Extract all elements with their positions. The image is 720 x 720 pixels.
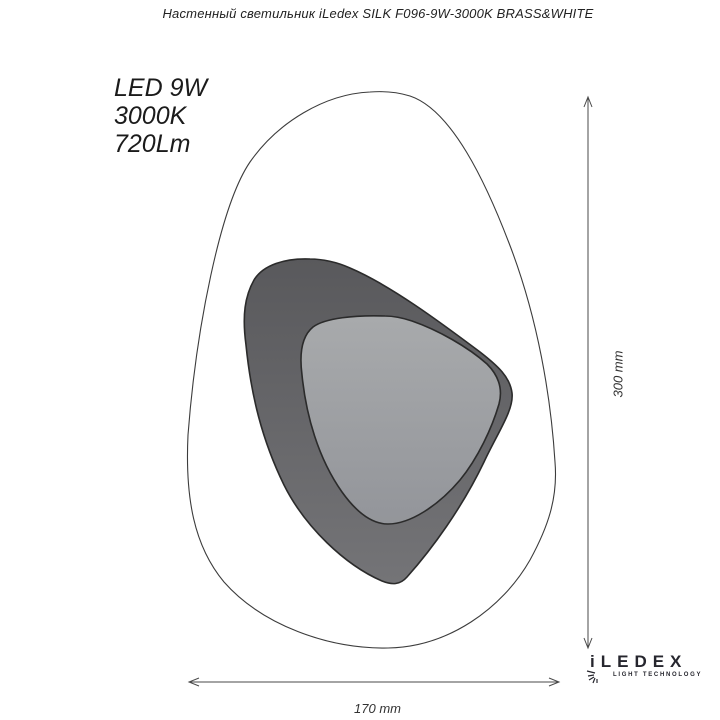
arrowhead-left-icon: [187, 677, 200, 687]
brand-wordmark: iLEDEX: [590, 652, 688, 671]
height-dimension-line: [583, 95, 593, 650]
spec-color-temperature: 3000K: [114, 102, 187, 130]
width-dimension-line: [187, 677, 561, 687]
arrowhead-down-icon: [583, 637, 593, 650]
spec-block: LED 9W 3000K 720Lm: [114, 74, 207, 158]
spec-luminous-flux: 720Lm: [114, 130, 191, 158]
brand-tagline: LIGHT TECHNOLOGY: [613, 672, 703, 678]
spec-power: LED 9W: [114, 74, 208, 102]
brand-logo: iLEDEX LIGHT TECHNOLOGY: [586, 652, 711, 684]
light-rays-icon: [586, 670, 598, 684]
lamp-inner-layer: [300, 315, 502, 525]
arrowhead-up-icon: [583, 95, 593, 108]
arrowhead-right-icon: [548, 677, 561, 687]
width-dimension-label: 170 mm: [354, 701, 401, 716]
height-dimension-label: 300 mm: [610, 350, 626, 398]
page-title: Настенный светильник iLedex SILK F096-9W…: [162, 6, 594, 21]
